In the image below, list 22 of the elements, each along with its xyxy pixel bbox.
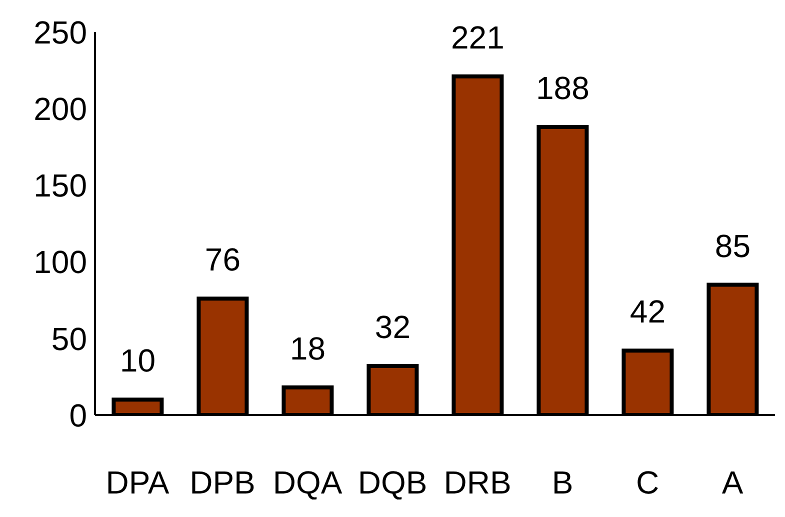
y-tick-label: 250 (34, 14, 87, 50)
x-tick-label: C (636, 464, 660, 501)
data-label: 85 (714, 228, 750, 264)
data-label: 18 (290, 330, 326, 366)
y-tick-label: 100 (34, 244, 87, 280)
x-tick-label: DQB (358, 464, 428, 501)
y-tick-label: 150 (34, 168, 87, 204)
data-label: 32 (374, 308, 410, 345)
x-tick-label: A (722, 464, 744, 501)
x-tick-label: DPB (190, 464, 256, 501)
data-label: 188 (536, 70, 590, 106)
y-tick-label: 50 (51, 320, 87, 357)
x-tick-label: DPA (106, 464, 170, 501)
data-label: 221 (451, 19, 504, 56)
data-label: 10 (120, 342, 156, 379)
y-tick-label: 200 (34, 90, 87, 127)
data-label: 42 (630, 294, 666, 330)
x-tick-label: B (552, 464, 574, 501)
y-tick-label: 0 (69, 397, 87, 434)
x-tick-label: DRB (444, 464, 512, 501)
x-tick-label: DQA (272, 464, 343, 501)
data-label: 76 (204, 242, 240, 278)
